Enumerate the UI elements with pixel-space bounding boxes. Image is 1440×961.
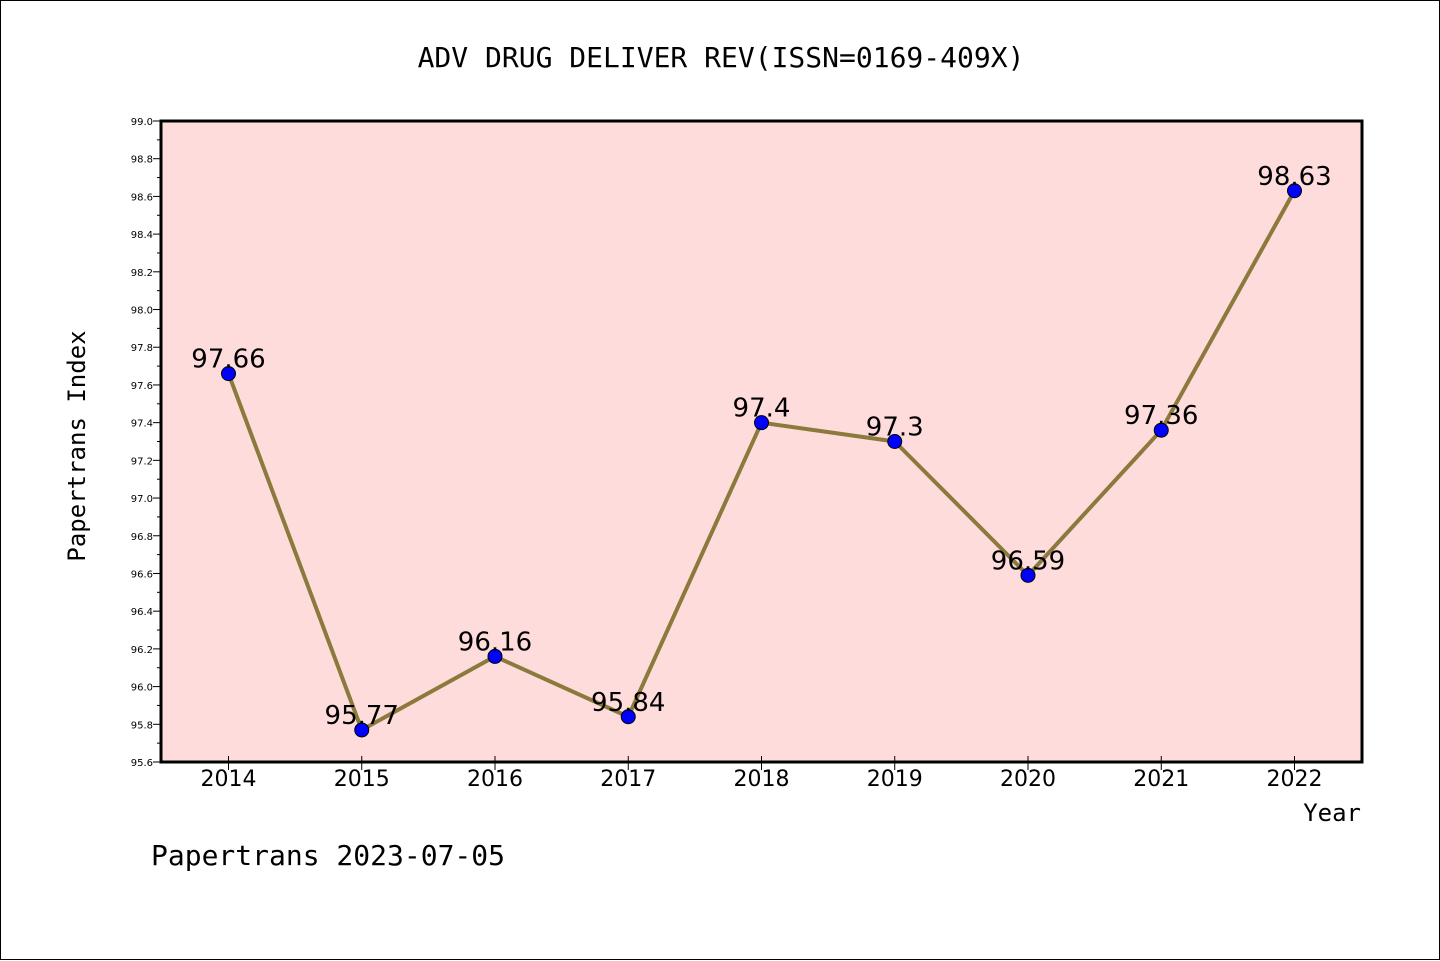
x-tick-label: 2019 [867, 767, 923, 792]
data-point [887, 434, 903, 449]
x-axis-title: Year [1303, 799, 1361, 827]
y-tick-label: 97.2 [131, 456, 153, 467]
y-tick-label: 97.4 [131, 419, 153, 430]
y-tick-label: 95.6 [131, 758, 153, 769]
x-tick-label: 2022 [1267, 767, 1323, 792]
data-point [1287, 183, 1302, 199]
x-tick-label: 2017 [600, 767, 656, 792]
y-tick-label: 98.2 [131, 268, 153, 279]
y-tick-label: 96.6 [131, 569, 153, 580]
y-axis-title: Papertrans Index [63, 330, 91, 561]
data-label: 97.36 [1124, 401, 1198, 431]
y-tick-label: 98.8 [131, 155, 153, 166]
y-tick-label: 98.4 [131, 230, 153, 241]
y-tick-label: 95.8 [131, 720, 153, 731]
plot-border [159, 119, 1364, 764]
data-label: 98.63 [1257, 162, 1331, 192]
data-point [354, 722, 370, 738]
x-tick-label: 2021 [1133, 767, 1189, 792]
y-tick-label: 97.0 [131, 494, 153, 505]
data-point [221, 366, 236, 382]
y-tick-label: 96.2 [131, 645, 153, 656]
data-point [1020, 567, 1036, 583]
y-tick-label: 96.0 [131, 683, 153, 694]
data-label: 95.84 [591, 688, 665, 718]
data-point [487, 648, 503, 664]
x-tick-label: 2018 [734, 767, 790, 792]
x-tick-label: 2020 [1000, 767, 1056, 792]
data-label: 96.59 [991, 546, 1065, 576]
data-point [754, 415, 769, 431]
data-point [620, 709, 636, 725]
data-label: 97.3 [866, 413, 924, 443]
y-tick-label: 96.8 [131, 532, 153, 543]
data-label: 97.66 [191, 345, 265, 375]
x-tick-label: 2014 [201, 767, 257, 792]
chart-title: ADV DRUG DELIVER REV(ISSN=0169-409X) [418, 41, 1025, 74]
data-label: 95.77 [325, 701, 399, 731]
data-label: 96.16 [458, 627, 532, 657]
plot-area [161, 121, 1362, 762]
y-tick-label: 97.6 [131, 381, 153, 392]
data-label: 97.4 [733, 394, 791, 424]
y-tick-label: 98.0 [131, 306, 153, 317]
data-point [1153, 422, 1169, 438]
x-tick-label: 2015 [334, 767, 390, 792]
y-tick-label: 97.8 [131, 343, 153, 354]
y-tick-label: 99.0 [131, 117, 153, 128]
footer-text: Papertrans 2023-07-05 [151, 839, 505, 872]
y-tick-label: 98.6 [131, 192, 153, 203]
x-tick-label: 2016 [467, 767, 523, 792]
y-tick-label: 96.4 [131, 607, 153, 618]
